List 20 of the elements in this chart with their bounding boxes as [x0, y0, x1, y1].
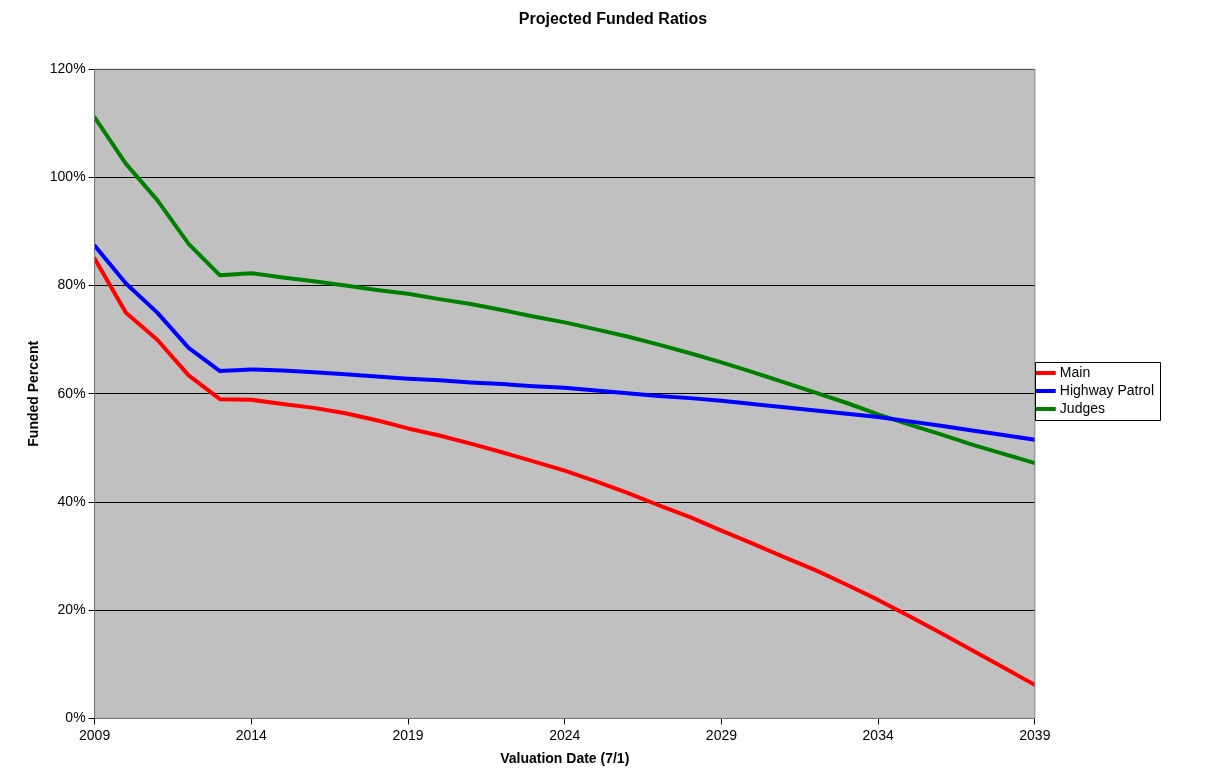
x-tick-label: 2029 — [705, 726, 738, 743]
x-tick-label: 2014 — [235, 726, 268, 743]
y-tick-label: 0% — [65, 709, 86, 726]
x-tick-label: 2009 — [79, 726, 111, 743]
y-tick-label: 120% — [49, 60, 86, 77]
y-tick-label: 20% — [57, 601, 86, 618]
x-tick-label: 2024 — [549, 726, 581, 743]
legend-label: Judges — [1059, 399, 1105, 416]
x-tick-label: 2039 — [1019, 726, 1051, 743]
x-tick-label: 2034 — [862, 726, 894, 743]
y-tick-label: 40% — [57, 492, 86, 509]
x-tick-label: 2019 — [392, 726, 424, 743]
x-axis-title: Valuation Date (7/1) — [500, 750, 630, 767]
legend-label: Main — [1059, 363, 1091, 380]
y-tick-label: 100% — [49, 168, 86, 185]
y-tick-label: 60% — [57, 384, 86, 401]
legend-label: Highway Patrol — [1059, 381, 1154, 398]
chart-title: Projected Funded Ratios — [518, 10, 708, 28]
y-tick-label: 80% — [57, 276, 86, 293]
y-axis-title: Funded Percent — [25, 340, 42, 447]
